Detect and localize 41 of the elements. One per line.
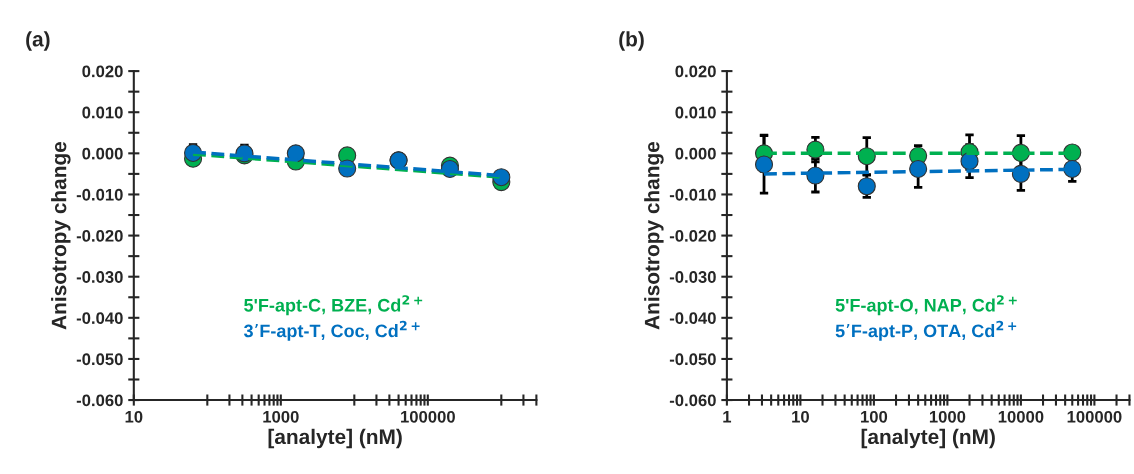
y-tick-label: -0.020 [76,229,123,242]
y-tick-label: -0.050 [669,353,716,366]
y-tick-label: -0.040 [669,312,716,325]
y-tick-label: -0.010 [669,188,716,201]
y-tick-label: 0.020 [82,65,123,78]
x-tick-label: 1000 [929,410,966,423]
x-tick-label: 1 [723,411,732,423]
x-axis-title: [analyte] (nM) [268,428,402,449]
y-axis-title: Anisotropy change [644,141,664,330]
y-tick-label: -0.060 [76,394,123,407]
point [1063,143,1082,162]
y-tick-label: -0.050 [76,353,123,366]
y-tick-label: 0.000 [82,147,123,160]
chart-title: (b) [619,31,644,51]
y-tick-label: -0.030 [76,271,123,283]
y-tick-label: -0.020 [669,229,716,242]
y-axis-title: Anisotropy change [51,141,71,330]
x-tick-label: 10000 [998,410,1044,423]
point [754,155,774,174]
y-tick-label: 0.010 [82,106,123,119]
text: 3’F-apt-T, Coc, Cd$^{2+}$ [243,320,420,341]
y-tick-label: -0.010 [76,188,123,201]
x-tick-label: 100 [861,410,888,423]
y-tick-label: 0.010 [675,106,716,119]
x-tick-label: 10 [125,410,143,423]
x-tick-label: 10 [792,410,809,423]
text: 5'F-apt-C, BZE, Cd$^{2+}$ [244,295,423,316]
x-tick-label: 100000 [1067,410,1122,423]
y-tick-label: 0.020 [675,65,716,78]
text: 5'F-apt-O, NAP, Cd$^{2+}$ [835,295,1017,316]
y-tick-label: -0.060 [669,394,716,407]
y-tick-label: -0.030 [669,271,716,283]
x-tick-label: 1000 [263,410,299,423]
point [960,152,979,171]
x-axis-title: [analyte] (nM) [861,428,995,449]
y-tick-label: -0.040 [76,312,123,325]
point [286,144,305,163]
text: 5’F-apt-P, OTA, Cd$^{2+}$ [835,320,1017,341]
chart-title: (a) [26,31,50,51]
y-tick-label: 0.000 [675,147,716,160]
x-tick-label: 100000 [401,410,455,423]
